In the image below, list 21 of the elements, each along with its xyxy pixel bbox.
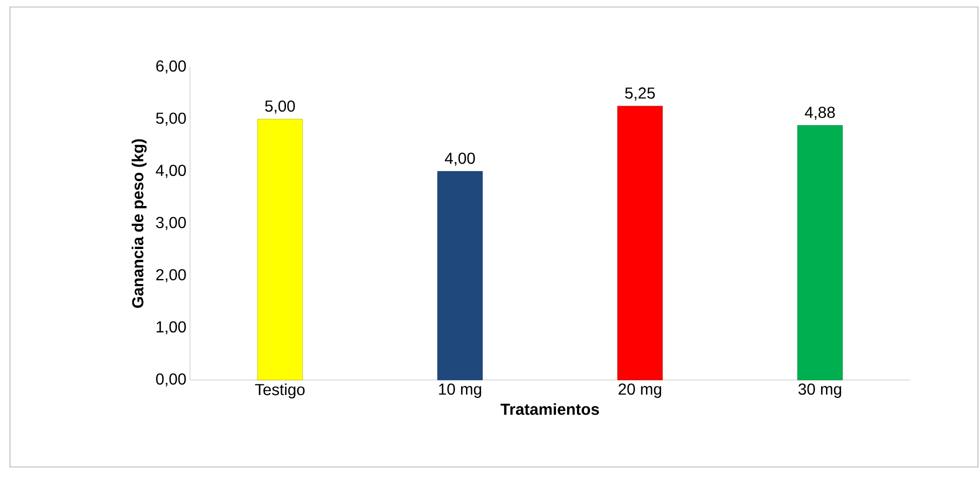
bar [617,106,663,380]
x-tick-label: 10 mg [439,384,482,398]
data-label: 4,88 [804,106,835,120]
y-tick-label: 3,00 [156,216,186,230]
y-tick-label: 0,00 [156,373,186,387]
y-axis-title: Ganancia de peso (kg) [132,139,147,308]
y-tick-label: 5,00 [156,112,186,126]
y-tick-label: 1,00 [156,321,186,334]
x-tick-label: 20 mg [618,384,662,398]
x-axis-title: Tratamientos [500,403,599,415]
y-tick-label: 4,00 [156,164,186,178]
x-tick-label: Testigo [255,384,305,398]
data-label: 5,25 [625,87,655,101]
data-label: 4,00 [444,152,475,166]
bar [437,171,483,380]
bar [797,125,843,380]
bar [257,118,303,380]
y-tick-label: 2,00 [156,269,186,282]
y-tick-label: 6,00 [156,60,186,74]
x-tick-label: 30 mg [798,384,842,398]
data-label: 5,00 [265,100,295,114]
